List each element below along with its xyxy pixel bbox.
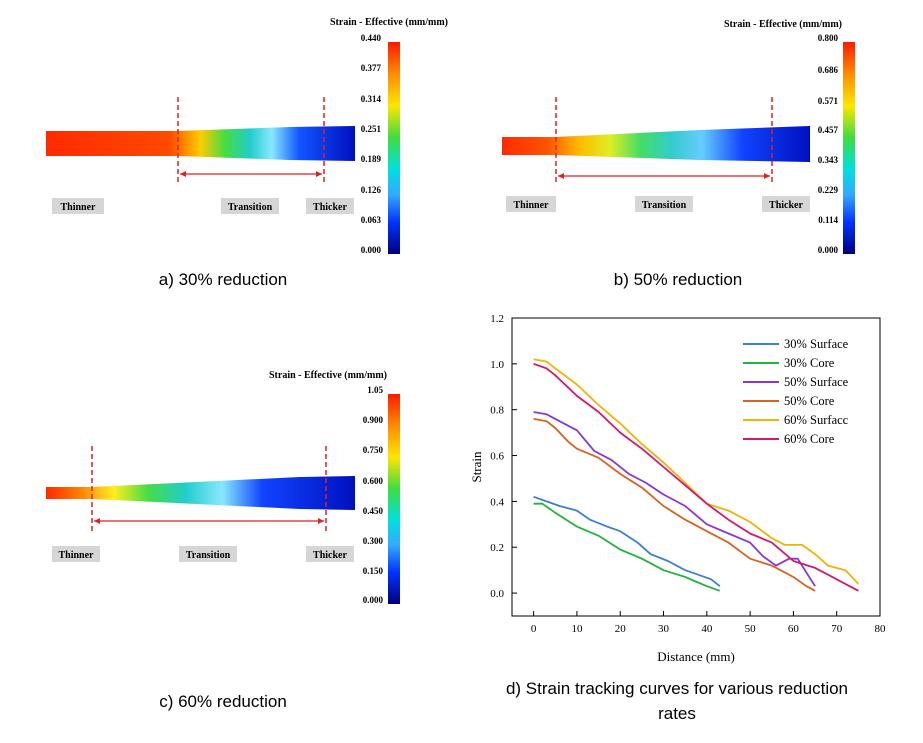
thinner-label-box <box>52 546 100 562</box>
x-axis: 0 10 20 30 40 50 60 70 80 <box>531 611 886 635</box>
panel-caption: b) 50% reduction <box>614 270 743 289</box>
x-tick-label: 60 <box>788 623 800 635</box>
series-lines <box>533 358 860 592</box>
thinner-label: Thinner <box>58 550 94 561</box>
scale-tick: 0.457 <box>818 125 839 135</box>
scale-tick: 0.900 <box>363 415 384 425</box>
panel-a: Strain - Effective (mm/mm) 0.440 0.377 0… <box>46 17 448 289</box>
y-tick-label: 0.0 <box>490 588 504 600</box>
scale-tick: 0.314 <box>361 94 382 104</box>
legend-label: 60% Core <box>784 432 835 446</box>
color-scale <box>843 42 855 254</box>
y-tick-label: 0.4 <box>490 496 504 508</box>
y-tick-label: 0.8 <box>490 405 504 417</box>
transition-label: Transition <box>186 550 231 561</box>
thicker-label-box <box>762 196 810 212</box>
scale-tick: 0.000 <box>818 245 839 255</box>
scale-tick: 0.150 <box>363 566 384 576</box>
scale-tick: 0.114 <box>818 215 838 225</box>
legend-label: 30% Surface <box>784 337 849 351</box>
scale-ticks: 1.05 0.900 0.750 0.600 0.450 0.300 0.150… <box>363 385 384 605</box>
scale-tick: 0.126 <box>361 185 382 195</box>
panel-caption: a) 30% reduction <box>159 270 288 289</box>
color-scale <box>388 42 400 254</box>
x-tick-label: 70 <box>831 623 843 635</box>
thinner-label-box <box>52 198 104 214</box>
transition-label: Transition <box>228 202 273 213</box>
scale-tick: 0.000 <box>361 245 382 255</box>
series-line-60-surfacc <box>533 358 860 585</box>
legend-title: Strain - Effective (mm/mm) <box>330 17 448 28</box>
transition-label-box <box>635 196 693 212</box>
x-tick-label: 80 <box>875 623 887 635</box>
series-line-60-core <box>533 362 859 592</box>
thicker-label-box <box>306 198 354 214</box>
strain-contour-bar <box>46 476 355 510</box>
x-tick-label: 0 <box>531 623 537 635</box>
scale-tick: 0.800 <box>818 33 839 43</box>
x-tick-label: 20 <box>615 623 627 635</box>
scale-tick: 0.377 <box>361 63 382 73</box>
y-tick-label: 1.0 <box>490 359 504 371</box>
y-tick-label: 0.2 <box>490 542 504 554</box>
scale-tick: 0.063 <box>361 215 382 225</box>
thicker-label: Thicker <box>769 200 803 211</box>
legend-label: 50% Surface <box>784 375 849 389</box>
scale-tick: 0.300 <box>363 536 384 546</box>
scale-tick: 0.440 <box>361 33 382 43</box>
panel-d-line-chart: 0 10 20 30 40 50 60 70 80 0.00.20.40.60.81.01.2 … <box>469 313 886 723</box>
scale-tick: 0.000 <box>363 595 384 605</box>
panel-caption-line1: d) Strain tracking curves for various re… <box>506 679 848 698</box>
transition-label: Transition <box>642 200 687 211</box>
transition-label-box <box>221 198 279 214</box>
legend: 30% Surface 30% Core 50% Surface 50% Core 60… <box>743 337 849 446</box>
scale-tick: 0.686 <box>818 65 839 75</box>
thinner-label-box <box>506 196 556 212</box>
strain-contour-bar <box>46 126 355 161</box>
scale-tick: 0.189 <box>361 154 382 164</box>
transition-label-box <box>179 546 237 562</box>
thinner-label: Thinner <box>60 202 96 213</box>
scale-tick: 1.05 <box>367 385 383 395</box>
legend-label: 60% Surfacc <box>784 413 849 427</box>
plot-frame <box>511 317 881 617</box>
color-scale <box>388 394 400 604</box>
y-axis: 0.0 0.2 0.4 0.6 0.8 1.0 1.2 <box>490 313 517 600</box>
panel-c: Strain - Effective (mm/mm) 1.05 0.900 0.… <box>46 370 400 711</box>
thicker-label-box <box>306 546 354 562</box>
scale-tick: 0.229 <box>818 185 839 195</box>
thinner-label: Thinner <box>513 200 549 211</box>
y-tick-label: 0.6 <box>490 451 504 463</box>
legend-label: 50% Core <box>784 394 835 408</box>
x-tick-label: 50 <box>745 623 757 635</box>
scale-tick: 0.343 <box>818 155 839 165</box>
scale-ticks: 0.800 0.686 0.571 0.457 0.343 0.229 0.11… <box>818 33 839 255</box>
y-axis-label: Strain <box>469 451 484 483</box>
scale-tick: 0.750 <box>363 445 384 455</box>
series-line-30-surface <box>533 495 721 587</box>
series-line-50-core <box>533 418 816 592</box>
panel-caption-line2: rates <box>658 704 696 723</box>
scale-tick: 0.571 <box>818 96 839 106</box>
scale-tick: 0.600 <box>363 476 384 486</box>
x-tick-label: 30 <box>658 623 670 635</box>
panel-caption: c) 60% reduction <box>159 692 287 711</box>
legend-title: Strain - Effective (mm/mm) <box>269 370 387 381</box>
legend-label: 30% Core <box>784 356 835 370</box>
strain-contour-bar <box>502 126 810 162</box>
thicker-label: Thicker <box>313 550 347 561</box>
series-line-30-core <box>533 502 721 592</box>
x-tick-label: 10 <box>571 623 583 635</box>
panel-b: Strain - Effective (mm/mm) 0.800 0.686 0… <box>502 19 855 289</box>
x-tick-label: 40 <box>701 623 713 635</box>
thicker-label: Thicker <box>313 202 347 213</box>
scale-tick: 0.450 <box>363 506 384 516</box>
y-tick-label: 1.2 <box>490 313 504 325</box>
scale-ticks: 0.440 0.377 0.314 0.251 0.189 0.126 0.06… <box>361 33 382 255</box>
x-axis-label: Distance (mm) <box>657 649 735 664</box>
legend-title: Strain - Effective (mm/mm) <box>724 19 842 30</box>
scale-tick: 0.251 <box>361 124 382 134</box>
series-line-50-surface <box>533 411 816 587</box>
